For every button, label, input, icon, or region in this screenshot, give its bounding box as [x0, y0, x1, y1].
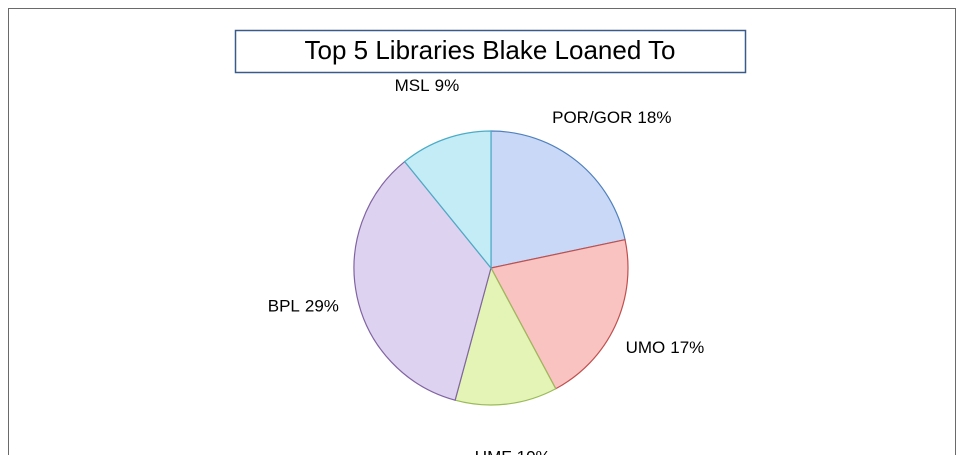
title-box [234, 29, 747, 74]
category-name: UMF [475, 448, 512, 455]
pie-slice [403, 130, 492, 270]
pie-slice [353, 160, 492, 401]
category-name: UMO [626, 338, 666, 357]
data-label: UMO 17% [626, 338, 705, 357]
value-label: 29% [305, 297, 339, 316]
data-label: MSL 9% [395, 77, 460, 96]
data-label: POR/GOR 18% [552, 109, 671, 128]
data-label: BPL 29% [268, 297, 339, 316]
value-label: 10% [517, 448, 551, 455]
pie-slice [454, 266, 557, 406]
pie-slice [490, 238, 629, 390]
value-label: 17% [670, 338, 704, 357]
chart-title: Top 5 Libraries Blake Loaned To [305, 35, 676, 65]
value-label: 18% [637, 109, 671, 128]
value-label: 9% [435, 77, 460, 96]
category-name: MSL [395, 77, 430, 96]
category-name: BPL [268, 297, 300, 316]
pie-slice [490, 130, 626, 269]
data-label: UMF 10% [475, 448, 551, 455]
category-name: POR/GOR [552, 109, 632, 128]
